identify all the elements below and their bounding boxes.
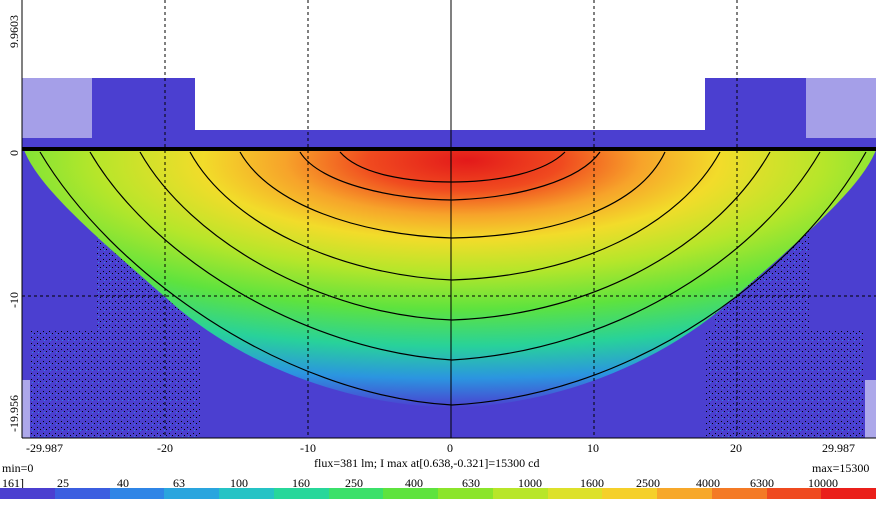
x-tick-label: 10 [587,441,599,455]
grid-lines [22,0,876,438]
colorbar-segment [273,488,329,499]
colorbar-segment [657,488,712,499]
x-tick-label: -10 [300,441,316,455]
x-tick-label: 20 [730,441,742,455]
colorbar-label: 40 [117,476,129,490]
colorbar-segment [0,488,55,499]
colorbar-label: 630 [462,476,480,490]
colorbar-label: 160 [292,476,310,490]
colorbar-label: 2500 [636,476,660,490]
colorbar-label: 4000 [696,476,720,490]
colorbar-label: 1600 [580,476,604,490]
y-tick-label: 9.9603 [7,15,21,48]
colorbar-segment [492,488,548,499]
intensity-heatmap [21,0,876,439]
x-tick-label: 0 [447,441,453,455]
colorbar-segment [219,488,274,499]
colorbar-label: 10000 [808,476,838,490]
colorbar-segment [602,488,657,499]
colorbar-label: 63 [173,476,185,490]
colorbar-label: 161] [2,476,24,490]
colorbar-label: 1000 [518,476,542,490]
x-tick-label: -29.987 [26,441,63,455]
colorbar-label: 25 [57,476,69,490]
y-tick-label: 0 [7,150,21,156]
colorbar [0,488,876,499]
colorbar-segment [54,488,110,499]
colorbar-label: 100 [230,476,248,490]
x-tick-label: -20 [157,441,173,455]
colorbar-segment [766,488,822,499]
max-value-label: max=15300 [812,461,870,475]
colorbar-segment [438,488,493,499]
flux-info-label: flux=381 lm; I max at[0.638,-0.321]=1530… [314,456,540,470]
colorbar-labels: 161] 25 40 63 100 160 250 400 630 1000 1… [0,477,876,489]
axis-lines [21,0,876,439]
colorbar-segment [711,488,767,499]
colorbar-label: 250 [345,476,363,490]
colorbar-segment [383,488,438,499]
heatmap-field [22,78,876,438]
colorbar-label: 6300 [750,476,774,490]
colorbar-segment [109,488,165,499]
colorbar-label: 400 [405,476,423,490]
colorbar-segment [328,488,384,499]
colorbar-segment [547,488,603,499]
colorbar-segment [164,488,219,499]
y-tick-label: -10 [7,292,21,308]
x-tick-label: 29.987 [822,441,855,455]
min-value-label: min=0 [2,461,34,475]
colorbar-segment [821,488,876,499]
y-tick-label: -19.956 [7,395,21,432]
